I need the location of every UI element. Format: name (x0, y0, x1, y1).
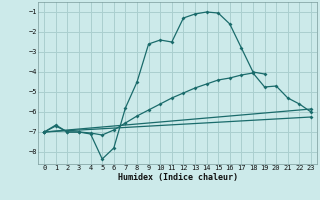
X-axis label: Humidex (Indice chaleur): Humidex (Indice chaleur) (118, 173, 238, 182)
